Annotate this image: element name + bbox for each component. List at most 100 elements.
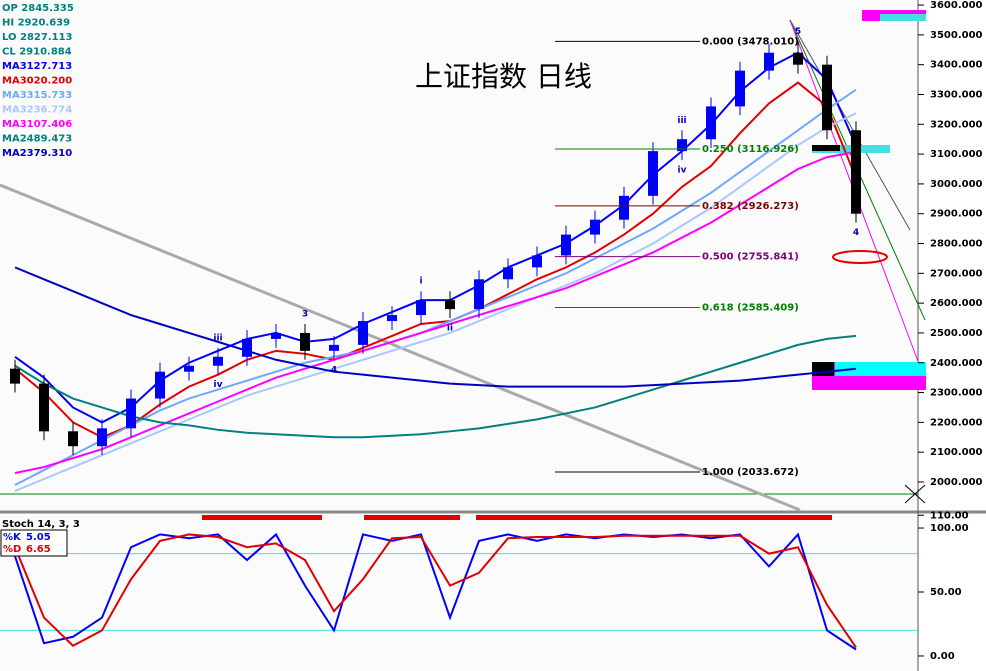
y-tick-label: 2300.000 <box>930 388 983 399</box>
legend-label: MA2489.473 <box>2 134 72 145</box>
wave-label: iii <box>677 116 686 126</box>
fib-label: 0.618 (2585.409) <box>702 302 799 313</box>
fib-label: 0.500 (2755.841) <box>702 252 799 263</box>
info-label: LO 2827.113 <box>2 32 73 43</box>
candle-body <box>648 151 658 196</box>
candle-body <box>126 398 136 429</box>
legend-label: MA3107.406 <box>2 119 72 130</box>
decoration <box>835 362 926 376</box>
wave-label: iv <box>678 166 687 176</box>
candle-body <box>68 431 78 447</box>
candle-body <box>39 383 49 432</box>
wave-label: iv <box>214 380 223 390</box>
legend-value: 5.05 <box>26 532 51 543</box>
trend-line <box>789 19 911 231</box>
series-line <box>14 88 857 486</box>
y-tick-label: 2600.000 <box>930 298 983 309</box>
candle-body <box>764 52 774 71</box>
legend-label: %D <box>3 544 21 555</box>
series-line <box>14 112 857 492</box>
fib-label: 1.000 (2033.672) <box>702 467 799 478</box>
wave-label: 5 <box>795 27 801 37</box>
candle-body <box>590 219 600 235</box>
series-line <box>14 334 857 439</box>
info-label: CL 2910.884 <box>2 47 72 58</box>
price-panel <box>0 0 918 510</box>
candle-body <box>822 64 832 131</box>
candle-body <box>619 195 629 220</box>
info-label: OP 2845.335 <box>2 3 74 14</box>
y-tick-label: 2000.000 <box>930 477 983 488</box>
legend-label: MA3315.733 <box>2 90 72 101</box>
candle-body <box>474 279 484 310</box>
candle-body <box>329 344 339 351</box>
overbought-bar <box>202 515 322 520</box>
series-line <box>14 81 857 439</box>
candle-body <box>358 321 368 345</box>
y-tick-label: 100.00 <box>930 523 969 534</box>
y-tick-label: 3100.000 <box>930 149 983 160</box>
candle-body <box>677 139 687 152</box>
wave-label: ii <box>447 324 453 334</box>
fib-label: 0.250 (3116.926) <box>702 144 799 155</box>
series-line <box>14 533 857 649</box>
candle-body <box>184 365 194 372</box>
cursor <box>904 484 926 504</box>
series-line <box>14 532 857 651</box>
series-line <box>14 266 857 388</box>
wave-label: 4 <box>331 365 337 375</box>
candle-body <box>10 368 20 384</box>
series-line <box>14 151 857 475</box>
overbought-bar <box>476 515 832 520</box>
candle-body <box>532 255 542 268</box>
decoration <box>880 14 926 21</box>
y-tick-label: 110.00 <box>930 510 969 521</box>
legend-value: 6.65 <box>26 544 51 555</box>
candle-body <box>735 70 745 107</box>
y-tick-label: 2900.000 <box>930 209 983 220</box>
y-tick-label: 3600.000 <box>930 0 983 11</box>
wave-label: 4 <box>853 228 859 238</box>
legend-label: MA2379.310 <box>2 148 72 159</box>
candle-body <box>300 332 310 351</box>
candle-body <box>561 234 571 256</box>
y-tick-label: 3500.000 <box>930 30 983 41</box>
candle-body <box>706 106 716 140</box>
y-tick-label: 3000.000 <box>930 179 983 190</box>
candle-body <box>503 267 513 280</box>
y-tick-label: 2800.000 <box>930 239 983 250</box>
y-tick-label: 50.00 <box>930 587 962 598</box>
y-tick-label: 2400.000 <box>930 358 983 369</box>
y-tick-label: 3300.000 <box>930 89 983 100</box>
chart-title: 上证指数 日线 <box>415 60 592 93</box>
candle-body <box>97 428 107 447</box>
y-tick-label: 2100.000 <box>930 447 983 458</box>
legend-label: MA3236.774 <box>2 105 72 116</box>
candle-body <box>851 130 861 214</box>
y-tick-label: 2500.000 <box>930 328 983 339</box>
candle-body <box>416 300 426 316</box>
y-tick-label: 3200.000 <box>930 119 983 130</box>
legend-label: %K <box>3 532 22 543</box>
stoch-title: Stoch 14, 3, 3 <box>2 519 80 530</box>
overbought-bar <box>364 515 460 520</box>
legend-label: MA3020.200 <box>2 76 72 87</box>
candle-body <box>793 52 803 65</box>
y-tick-label: 2700.000 <box>930 268 983 279</box>
info-label: HI 2920.639 <box>2 18 70 29</box>
fib-label: 0.000 (3478.010) <box>702 36 799 47</box>
wave-label: 3 <box>302 310 308 320</box>
candle-body <box>213 356 223 366</box>
y-tick-label: 0.00 <box>930 651 955 662</box>
candle-body <box>271 332 281 339</box>
highlight <box>832 250 888 264</box>
legend-label: MA3127.713 <box>2 61 72 72</box>
candle-body <box>387 315 397 322</box>
wave-label: i <box>419 277 422 287</box>
candle-body <box>242 338 252 357</box>
fib-label: 0.382 (2926.273) <box>702 201 799 212</box>
decoration <box>812 145 840 151</box>
candle-body <box>445 300 455 310</box>
y-tick-label: 2200.000 <box>930 417 983 428</box>
